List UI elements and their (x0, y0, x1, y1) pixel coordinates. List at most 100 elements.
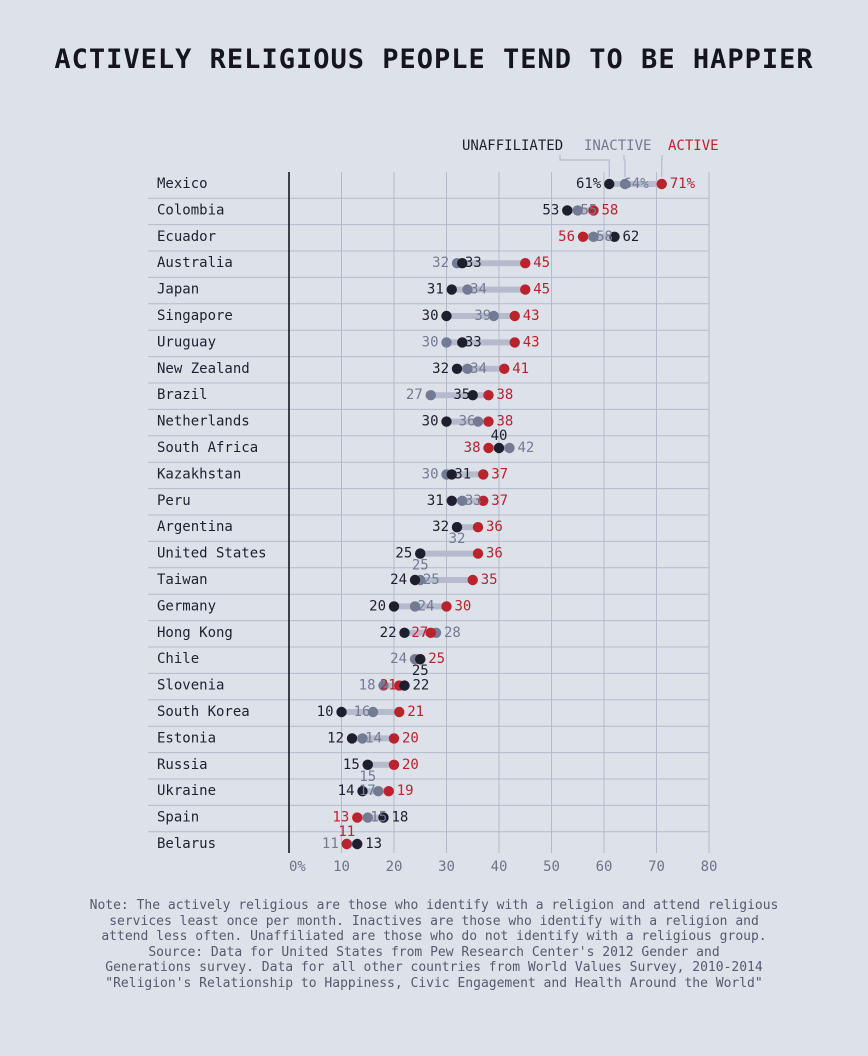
active-value-label: 36 (486, 546, 503, 562)
country-label: Colombia (157, 202, 224, 218)
country-label: Taiwan (157, 572, 208, 588)
inactive-value-label: 24 (390, 651, 407, 667)
country-label: Estonia (157, 730, 216, 746)
inactive-value-label: 11 (322, 836, 339, 852)
country-label: United States (157, 546, 267, 562)
active-dot (656, 178, 667, 190)
inactive-value-label: 16 (354, 704, 371, 720)
active-value-label: 21 (407, 704, 424, 720)
country-label: Uruguay (157, 334, 216, 350)
x-tick-label: 30 (438, 859, 455, 875)
inactive-value-label: 24 (418, 598, 435, 614)
inactive-dot (441, 337, 452, 348)
active-dot (388, 759, 400, 770)
active-value-label: 37 (491, 493, 508, 509)
unaffiliated-dot (409, 574, 421, 586)
active-dot (352, 812, 363, 823)
active-dot (478, 469, 489, 480)
unaffiliated-dot (415, 654, 426, 665)
inactive-value-label: 39 (474, 308, 491, 324)
active-dot (383, 786, 394, 797)
unaffiliated-dot (446, 469, 457, 480)
unaffiliated-value-label: 24 (390, 572, 407, 588)
note-line: services least once per month. Inactives… (109, 913, 759, 929)
active-value-label: 25 (428, 651, 445, 667)
country-label: Singapore (157, 308, 233, 324)
inactive-value-label: 33 (465, 493, 482, 509)
x-tick-label: 80 (701, 859, 718, 875)
active-value-label: 36 (486, 519, 503, 535)
unaffiliated-dot (336, 706, 347, 718)
active-value-label: 43 (523, 334, 540, 350)
country-label: Slovenia (157, 678, 224, 694)
note-line: Note: The actively religious are those w… (89, 898, 779, 913)
source-line: Source: Data for United States from Pew … (148, 944, 720, 960)
x-tick-label: 50 (543, 859, 560, 875)
inactive-value-label: 18 (359, 678, 376, 694)
inactive-value-label: 25 (423, 572, 440, 588)
inactive-value-label: 15 (370, 810, 387, 826)
active-value-label: 38 (497, 387, 514, 403)
unaffiliated-value-label: 12 (327, 730, 344, 746)
active-dot (577, 231, 589, 242)
inactive-dot (572, 205, 583, 216)
unaffiliated-dot (457, 337, 468, 348)
active-dot (520, 258, 531, 269)
inactive-value-label: 17 (359, 783, 376, 799)
inactive-value-label: 55 (580, 202, 597, 218)
inactive-dot (409, 601, 421, 612)
country-label: Ukraine (157, 783, 216, 799)
inactive-dot (588, 231, 599, 242)
unaffiliated-value-label: 53 (542, 202, 559, 218)
unaffiliated-value-label: 32 (432, 519, 449, 535)
legend-leader-line (559, 155, 610, 177)
active-dot (425, 627, 436, 638)
inactive-value-label: 58 (596, 229, 613, 245)
country-label: Netherlands (157, 414, 250, 430)
unaffiliated-value-label: 40 (491, 428, 508, 444)
unaffiliated-dot (415, 548, 426, 559)
inactive-dot (462, 284, 473, 295)
active-value-label: 38 (464, 440, 481, 456)
country-label: Japan (157, 282, 199, 298)
active-value-label: 37 (491, 466, 508, 482)
inactive-value-label: 27 (406, 387, 423, 403)
country-label: Kazakhstan (157, 466, 241, 482)
active-value-label: 20 (402, 757, 419, 773)
unaffiliated-dot (446, 284, 457, 295)
inactive-value-label: 64% (623, 176, 649, 192)
unaffiliated-dot (378, 812, 389, 823)
chart-title: ACTIVELY RELIGIOUS PEOPLE TEND TO BE HAP… (54, 44, 814, 75)
gridlines: 0% 10 20 30 40 50 60 70 80 (148, 172, 717, 875)
source-line: Generations survey. Data for all other c… (105, 960, 763, 975)
country-label: Germany (157, 598, 216, 614)
inactive-dot (362, 812, 373, 823)
active-value-label: 43 (523, 308, 540, 324)
active-value-label: 45 (533, 255, 550, 271)
active-dot (467, 574, 478, 586)
x-tick-label: 60 (596, 859, 613, 875)
inactive-dot (472, 416, 484, 427)
active-dot (441, 601, 452, 612)
inactive-value-label: 30 (422, 334, 439, 350)
unaffiliated-value-label: 33 (465, 255, 482, 271)
unaffiliated-value-label: 18 (392, 810, 409, 826)
unaffiliated-value-label: 62 (623, 229, 640, 245)
legend-unaffiliated: UNAFFILIATED (462, 138, 563, 154)
country-label: Belarus (157, 836, 216, 852)
inactive-value-label: 42 (518, 440, 535, 456)
country-label: Hong Kong (157, 625, 233, 641)
country-label: Chile (157, 651, 199, 667)
country-label: Mexico (157, 176, 208, 192)
country-label: South Korea (157, 704, 250, 720)
inactive-value-label: 34 (470, 361, 487, 377)
active-value-label: 71% (670, 176, 696, 192)
unaffiliated-dot (441, 416, 452, 427)
inactive-dot (504, 442, 515, 454)
active-dot (509, 337, 520, 348)
active-value-label: 38 (497, 414, 514, 430)
unaffiliated-dot (451, 363, 463, 374)
inactive-dot (357, 733, 368, 744)
active-value-label: 41 (512, 361, 529, 377)
